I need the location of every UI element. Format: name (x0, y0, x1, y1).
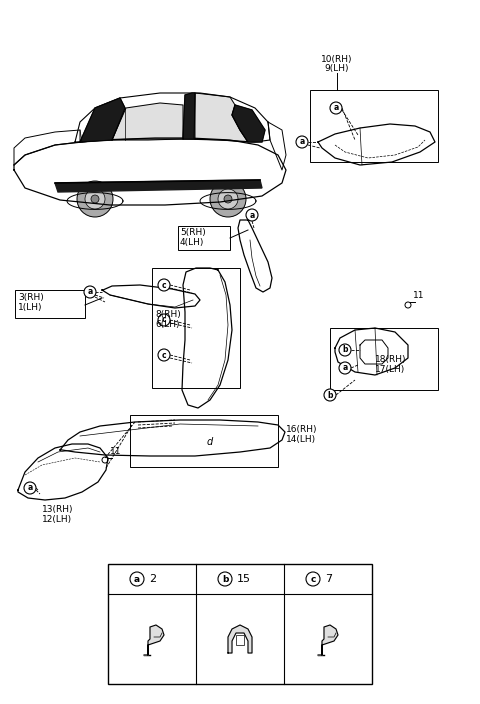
Text: 2: 2 (149, 574, 156, 584)
Text: d: d (207, 437, 213, 447)
Circle shape (218, 572, 232, 586)
Circle shape (224, 195, 232, 203)
Text: 8(RH): 8(RH) (155, 310, 181, 319)
Text: b: b (222, 574, 228, 584)
Polygon shape (144, 625, 164, 655)
Bar (236, 635, 244, 645)
Text: c: c (162, 280, 166, 289)
Bar (15, 290, 85, 318)
Polygon shape (80, 98, 125, 142)
Text: 15: 15 (237, 574, 251, 584)
Circle shape (77, 181, 113, 217)
Text: 9(LH): 9(LH) (325, 64, 349, 73)
Circle shape (130, 572, 144, 586)
Text: 13(RH): 13(RH) (42, 505, 73, 514)
Circle shape (330, 102, 342, 114)
Text: 12(LH): 12(LH) (42, 515, 72, 524)
Bar (130, 415, 278, 467)
Polygon shape (232, 105, 265, 142)
Text: b: b (327, 391, 333, 399)
Circle shape (339, 344, 351, 356)
Circle shape (91, 195, 99, 203)
Text: a: a (300, 137, 305, 146)
Text: a: a (250, 210, 254, 220)
Text: 11: 11 (110, 448, 121, 456)
Circle shape (339, 362, 351, 374)
Text: 6(LH): 6(LH) (155, 320, 180, 329)
Text: a: a (334, 103, 338, 113)
Text: 10(RH): 10(RH) (321, 55, 353, 64)
Polygon shape (55, 180, 262, 192)
Circle shape (84, 286, 96, 298)
Text: a: a (27, 484, 33, 493)
Circle shape (85, 189, 105, 209)
Text: 14(LH): 14(LH) (286, 435, 316, 444)
Circle shape (296, 136, 308, 148)
Bar (152, 268, 240, 388)
Circle shape (324, 389, 336, 401)
Circle shape (158, 314, 170, 326)
Text: 5(RH): 5(RH) (180, 228, 206, 237)
Text: 3(RH): 3(RH) (18, 293, 44, 302)
Text: 16(RH): 16(RH) (286, 425, 317, 434)
Text: a: a (342, 363, 348, 372)
Text: c: c (310, 574, 316, 584)
Text: 7: 7 (325, 574, 332, 584)
Circle shape (24, 482, 36, 494)
Bar (330, 328, 438, 390)
Polygon shape (228, 625, 252, 653)
Text: 17(LH): 17(LH) (375, 365, 405, 374)
Circle shape (158, 279, 170, 291)
Text: b: b (342, 346, 348, 355)
Text: 11: 11 (413, 291, 424, 301)
Circle shape (218, 189, 238, 209)
Polygon shape (318, 625, 338, 655)
Bar (310, 90, 438, 162)
Text: 4(LH): 4(LH) (180, 238, 204, 247)
Circle shape (246, 209, 258, 221)
Text: 18(RH): 18(RH) (375, 355, 407, 364)
Polygon shape (112, 103, 183, 140)
Polygon shape (195, 93, 248, 142)
Circle shape (158, 349, 170, 361)
Bar (178, 226, 230, 250)
Bar (108, 564, 372, 684)
Text: c: c (162, 315, 166, 325)
Polygon shape (183, 93, 195, 139)
Text: c: c (162, 351, 166, 360)
Circle shape (306, 572, 320, 586)
Text: a: a (134, 574, 140, 584)
Text: a: a (87, 287, 93, 296)
Text: 1(LH): 1(LH) (18, 303, 43, 312)
Circle shape (210, 181, 246, 217)
